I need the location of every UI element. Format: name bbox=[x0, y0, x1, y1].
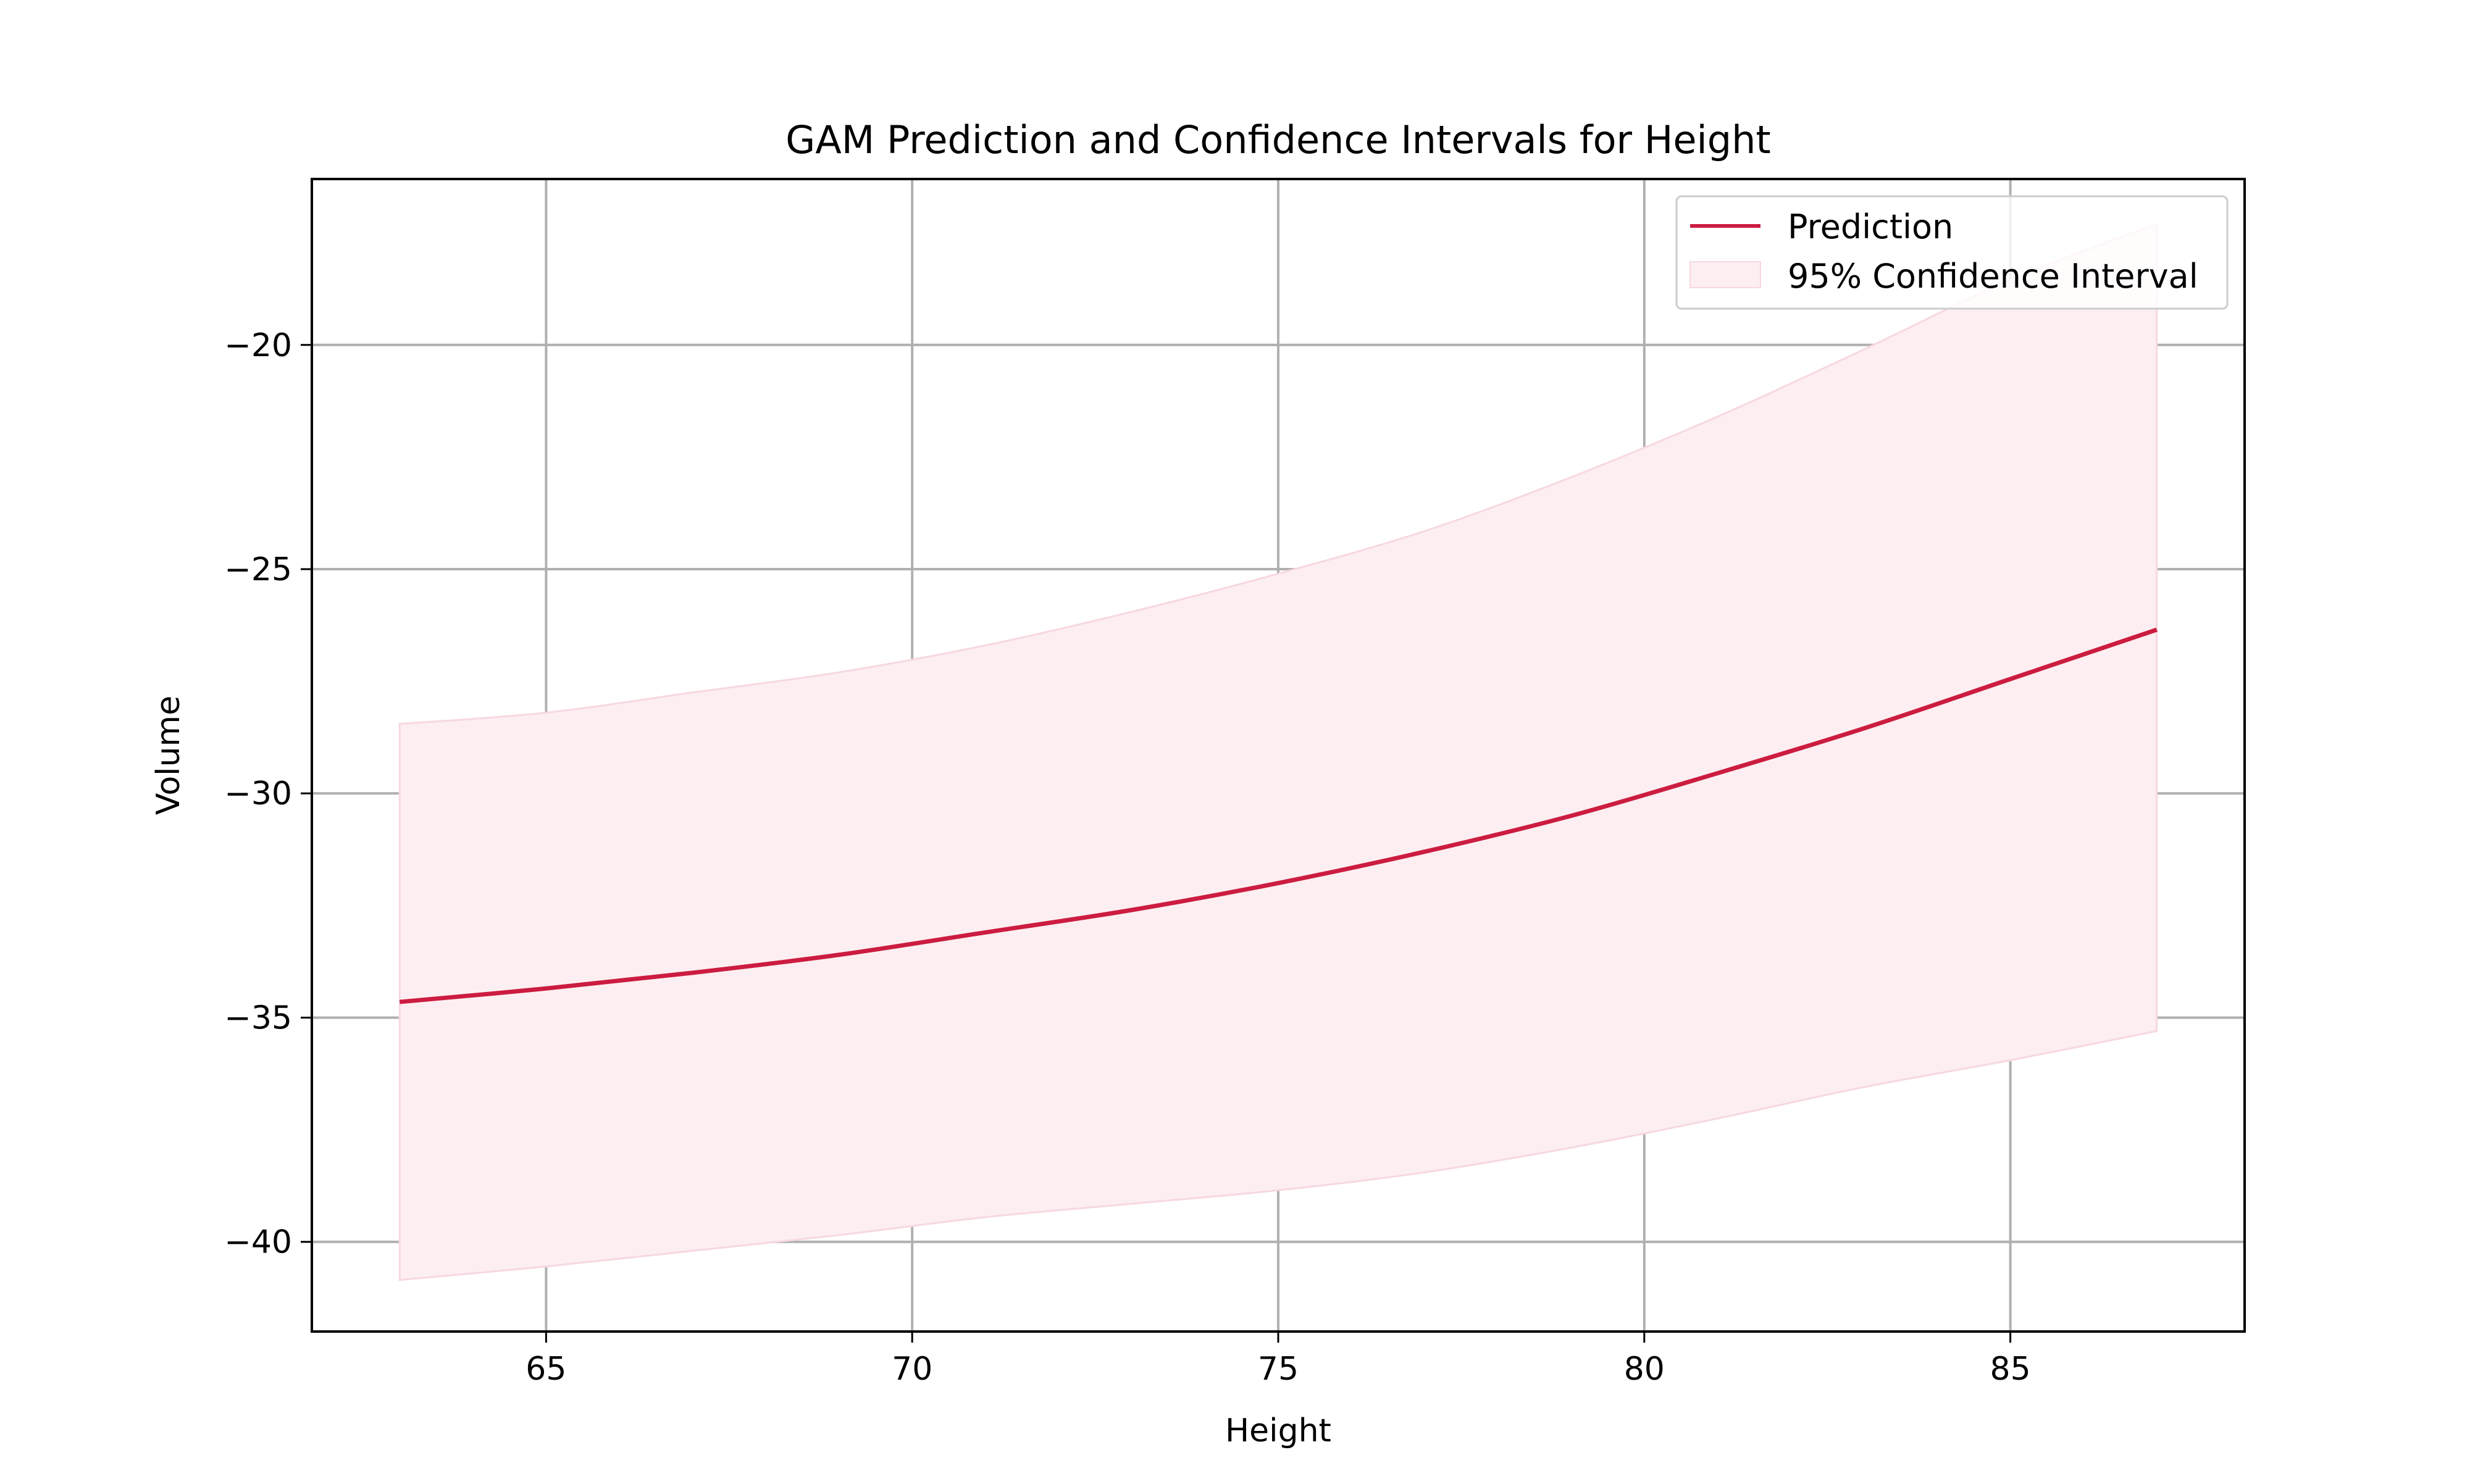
legend-confidence-swatch bbox=[1689, 261, 1761, 288]
y-tick-label: −30 bbox=[224, 775, 292, 812]
y-tick-label: −40 bbox=[224, 1224, 292, 1261]
x-tick-label: 70 bbox=[892, 1351, 932, 1388]
prediction-line bbox=[399, 627, 2158, 1004]
legend-box bbox=[1675, 195, 2229, 310]
y-tick-label: −20 bbox=[224, 327, 292, 364]
x-tick-label: 75 bbox=[1258, 1351, 1299, 1388]
x-tick-label: 85 bbox=[1990, 1351, 2031, 1388]
y-axis-label: Volume bbox=[150, 696, 187, 815]
y-tick-label: −25 bbox=[224, 551, 292, 588]
x-tick-label: 80 bbox=[1624, 1351, 1665, 1388]
tick-layer: 65 70 75 80 85 −20 −25 −30 −35 −40 bbox=[224, 327, 2030, 1388]
prediction-line-layer bbox=[399, 627, 2158, 1004]
legend-confidence-label: 95% Confidence Interval bbox=[1788, 257, 2198, 296]
chart-title: GAM Prediction and Confidence Intervals … bbox=[785, 117, 1770, 162]
x-axis-label: Height bbox=[1225, 1412, 1331, 1449]
legend: Prediction 95% Confidence Interval bbox=[1675, 195, 2229, 310]
y-tick-label: −35 bbox=[224, 999, 292, 1036]
legend-prediction-label: Prediction bbox=[1788, 207, 1953, 246]
x-tick-label: 65 bbox=[525, 1351, 566, 1388]
